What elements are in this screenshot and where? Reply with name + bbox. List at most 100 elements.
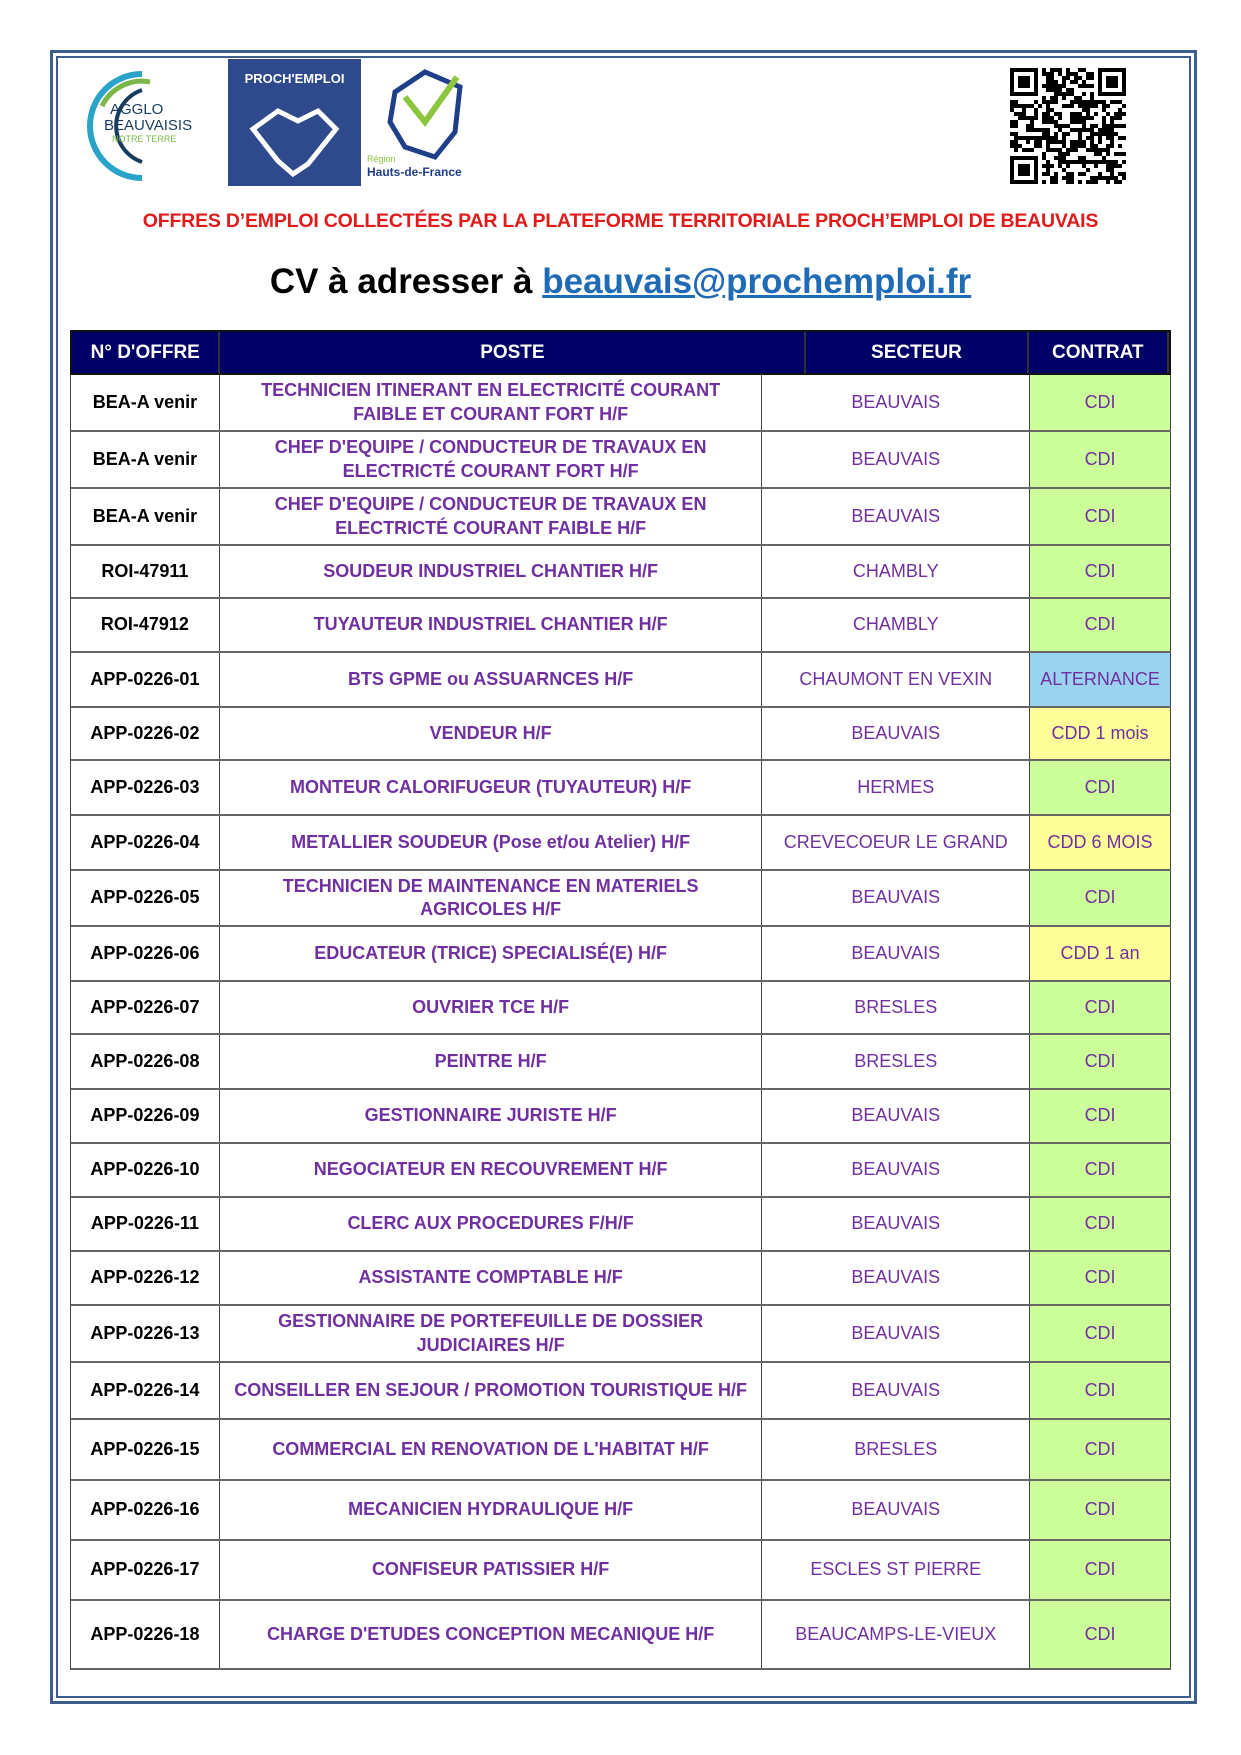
cell-secteur: BEAUVAIS	[762, 489, 1031, 544]
table-row: APP-0226-05 TECHNICIEN DE MAINTENANCE EN …	[70, 871, 1171, 927]
cell-secteur: BRESLES	[762, 1420, 1031, 1479]
cell-poste: NEGOCIATEUR EN RECOUVREMENT H/F	[220, 1144, 763, 1196]
cell-offer-number: APP-0226-05	[71, 871, 220, 925]
page-title: OFFRES D’EMPLOI COLLECTÉES PAR LA PLATEF…	[142, 210, 1099, 232]
cell-poste: PEINTRE H/F	[220, 1035, 763, 1088]
table-header: N° D'OFFRE POSTE SECTEUR CONTRAT	[70, 330, 1171, 375]
cell-offer-number: BEA-A venir	[71, 489, 220, 544]
cell-poste: GESTIONNAIRE JURISTE H/F	[220, 1090, 763, 1142]
cell-poste: COMMERCIAL EN RENOVATION DE L'HABITAT H/…	[220, 1420, 763, 1479]
cell-offer-number: APP-0226-04	[71, 816, 220, 869]
cell-poste: SOUDEUR INDUSTRIEL CHANTIER H/F	[220, 546, 763, 597]
cell-offer-number: APP-0226-08	[71, 1035, 220, 1088]
cell-offer-number: APP-0226-17	[71, 1541, 220, 1599]
cell-poste: MECANICIEN HYDRAULIQUE H/F	[220, 1481, 763, 1539]
cell-secteur: BEAUVAIS	[762, 1144, 1031, 1196]
cell-poste: VENDEUR H/F	[220, 708, 763, 759]
cell-secteur: BEAUVAIS	[762, 1252, 1031, 1304]
cell-offer-number: ROI-47912	[71, 599, 220, 651]
cell-contrat: CDI	[1030, 1090, 1171, 1142]
cell-poste: TECHNICIEN ITINERANT EN ELECTRICITÉ COUR…	[220, 375, 763, 430]
email-link[interactable]: beauvais@prochemploi.fr	[542, 262, 972, 301]
cell-secteur: BEAUVAIS	[762, 1363, 1031, 1418]
cell-secteur: BRESLES	[762, 1035, 1031, 1088]
cell-contrat: CDI	[1030, 489, 1171, 544]
cell-contrat: CDI	[1030, 982, 1171, 1033]
table-row: APP-0226-01 BTS GPME ou ASSUARNCES H/F CHA…	[70, 653, 1171, 708]
cell-secteur: BRESLES	[762, 982, 1031, 1033]
cell-contrat: CDI	[1030, 1252, 1171, 1304]
job-offers-table: N° D'OFFRE POSTE SECTEUR CONTRAT BEA-A v…	[70, 330, 1171, 1670]
column-header-offer-number: N° D'OFFRE	[72, 332, 221, 373]
cell-secteur: BEAUVAIS	[762, 708, 1031, 759]
cell-offer-number: APP-0226-15	[71, 1420, 220, 1479]
cell-poste: CHEF D'EQUIPE / CONDUCTEUR DE TRAVAUX EN…	[220, 489, 763, 544]
cell-contrat: CDI	[1030, 432, 1171, 487]
cell-offer-number: APP-0226-06	[71, 927, 220, 980]
cell-offer-number: APP-0226-10	[71, 1144, 220, 1196]
cell-contrat: CDI	[1030, 1198, 1171, 1250]
cell-secteur: BEAUVAIS	[762, 432, 1031, 487]
cell-poste: OUVRIER TCE H/F	[220, 982, 763, 1033]
cell-offer-number: APP-0226-13	[71, 1306, 220, 1361]
cell-contrat: CDD 6 MOIS	[1030, 816, 1171, 869]
cv-prefix: CV à adresser à	[269, 262, 533, 301]
qr-code[interactable]	[1010, 68, 1126, 184]
page-border	[50, 50, 1197, 1704]
page-border-inner	[56, 56, 1191, 1698]
cell-contrat: CDI	[1030, 1306, 1171, 1361]
cell-secteur: BEAUVAIS	[762, 1090, 1031, 1142]
cell-secteur: BEAUVAIS	[762, 871, 1031, 925]
cell-contrat: CDI	[1030, 1601, 1171, 1668]
cell-contrat: CDI	[1030, 1035, 1171, 1088]
cell-offer-number: APP-0226-16	[71, 1481, 220, 1539]
cell-contrat: CDI	[1030, 1363, 1171, 1418]
cell-contrat: CDI	[1030, 871, 1171, 925]
column-header-secteur: SECTEUR	[806, 332, 1029, 373]
cell-contrat: CDI	[1030, 1481, 1171, 1539]
cell-offer-number: BEA-A venir	[71, 432, 220, 487]
table-row: APP-0226-08 PEINTRE H/F BRESLES CDI	[70, 1035, 1171, 1090]
table-row: APP-0226-17 CONFISEUR PATISSIER H/F ESCLES…	[70, 1541, 1171, 1601]
table-row: BEA-A venir CHEF D'EQUIPE / CONDUCTEUR DE…	[70, 489, 1171, 546]
cell-secteur: HERMES	[762, 761, 1031, 814]
cell-offer-number: APP-0226-14	[71, 1363, 220, 1418]
cell-offer-number: APP-0226-07	[71, 982, 220, 1033]
cell-contrat: CDI	[1030, 761, 1171, 814]
cell-offer-number: APP-0226-12	[71, 1252, 220, 1304]
cell-offer-number: APP-0226-01	[71, 653, 220, 706]
cell-secteur: BEAUVAIS	[762, 927, 1031, 980]
svg-text:Région: Région	[367, 154, 396, 164]
table-row: APP-0226-06 EDUCATEUR (TRICE) SPECIALISÉ(…	[70, 927, 1171, 982]
cell-poste: CHARGE D'ETUDES CONCEPTION MECANIQUE H/F	[220, 1601, 763, 1668]
cell-poste: CLERC AUX PROCEDURES F/H/F	[220, 1198, 763, 1250]
cell-poste: EDUCATEUR (TRICE) SPECIALISÉ(E) H/F	[220, 927, 763, 980]
cell-secteur: BEAUVAIS	[762, 1306, 1031, 1361]
cell-contrat: CDI	[1030, 1541, 1171, 1599]
cell-poste: METALLIER SOUDEUR (Pose et/ou Atelier) H…	[220, 816, 763, 869]
cell-offer-number: APP-0226-02	[71, 708, 220, 759]
region-hauts-de-france-logo: Région Hauts-de-France	[367, 69, 463, 179]
cell-contrat: CDI	[1030, 546, 1171, 597]
table-row: APP-0226-14 CONSEILLER EN SEJOUR / PROMOT…	[70, 1363, 1171, 1420]
cell-contrat: CDI	[1030, 1144, 1171, 1196]
cell-contrat: CDD 1 an	[1030, 927, 1171, 980]
cell-secteur: CHAMBLY	[762, 599, 1031, 651]
cell-offer-number: ROI-47911	[71, 546, 220, 597]
cell-contrat: CDD 1 mois	[1030, 708, 1171, 759]
cell-offer-number: APP-0226-03	[71, 761, 220, 814]
table-row: APP-0226-18 CHARGE D'ETUDES CONCEPTION ME…	[70, 1601, 1171, 1670]
cell-secteur: CREVECOEUR LE GRAND	[762, 816, 1031, 869]
cell-secteur: ESCLES ST PIERRE	[762, 1541, 1031, 1599]
table-row: BEA-A venir TECHNICIEN ITINERANT EN ELECT…	[70, 375, 1171, 432]
cell-poste: ASSISTANTE COMPTABLE H/F	[220, 1252, 763, 1304]
svg-text:BEAUVAISIS: BEAUVAISIS	[104, 117, 192, 134]
table-row: APP-0226-03 MONTEUR CALORIFUGEUR (TUYAUTE…	[70, 761, 1171, 816]
table-row: APP-0226-12 ASSISTANTE COMPTABLE H/F BEAUV…	[70, 1252, 1171, 1306]
cell-secteur: BEAUVAIS	[762, 1481, 1031, 1539]
cell-contrat: CDI	[1030, 599, 1171, 651]
table-row: APP-0226-04 METALLIER SOUDEUR (Pose et/ou…	[70, 816, 1171, 871]
cell-secteur: BEAUVAIS	[762, 1198, 1031, 1250]
table-row: ROI-47911 SOUDEUR INDUSTRIEL CHANTIER H/F…	[70, 546, 1171, 599]
handshake-icon	[249, 107, 340, 178]
